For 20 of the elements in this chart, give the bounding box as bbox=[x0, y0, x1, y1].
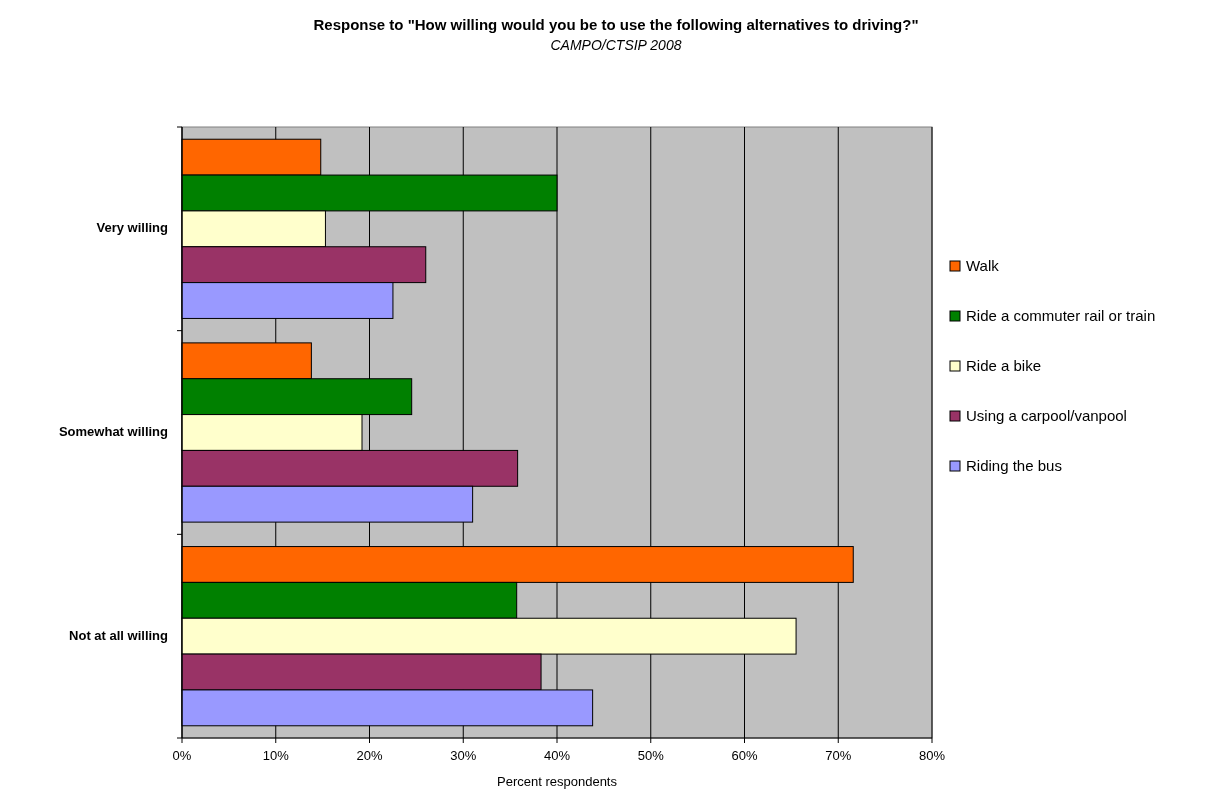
y-tick-label: Somewhat willing bbox=[58, 423, 169, 439]
legend-label: Ride a commuter rail or train bbox=[966, 306, 1156, 324]
x-axis-title: Percent respondents bbox=[497, 774, 618, 789]
x-tick-label: 40% bbox=[543, 748, 571, 763]
x-tick-label: 0% bbox=[172, 748, 192, 763]
x-tick-label: 30% bbox=[450, 748, 477, 763]
legend-label: Ride a bike bbox=[966, 356, 1042, 374]
legend-label: Using a carpool/vanpool bbox=[966, 406, 1127, 424]
x-tick-label: 80% bbox=[918, 748, 946, 763]
y-tick-label: Very willing bbox=[96, 220, 169, 236]
x-tick-label: 20% bbox=[356, 748, 383, 763]
chart-subtitle: CAMPO/CTSIP 2008 bbox=[550, 37, 682, 53]
y-tick-label: Not at all willing bbox=[69, 627, 169, 643]
x-tick-label: 50% bbox=[637, 748, 665, 763]
chart-title: Response to "How willing would you be to use the following alternatives to driving?" bbox=[313, 16, 919, 33]
x-tick-label: 70% bbox=[825, 748, 852, 763]
x-tick-label: 60% bbox=[731, 748, 758, 763]
legend-label: Walk bbox=[966, 256, 1000, 274]
legend-label: Riding the bus bbox=[966, 456, 1062, 474]
x-tick-label: 10% bbox=[262, 748, 290, 763]
